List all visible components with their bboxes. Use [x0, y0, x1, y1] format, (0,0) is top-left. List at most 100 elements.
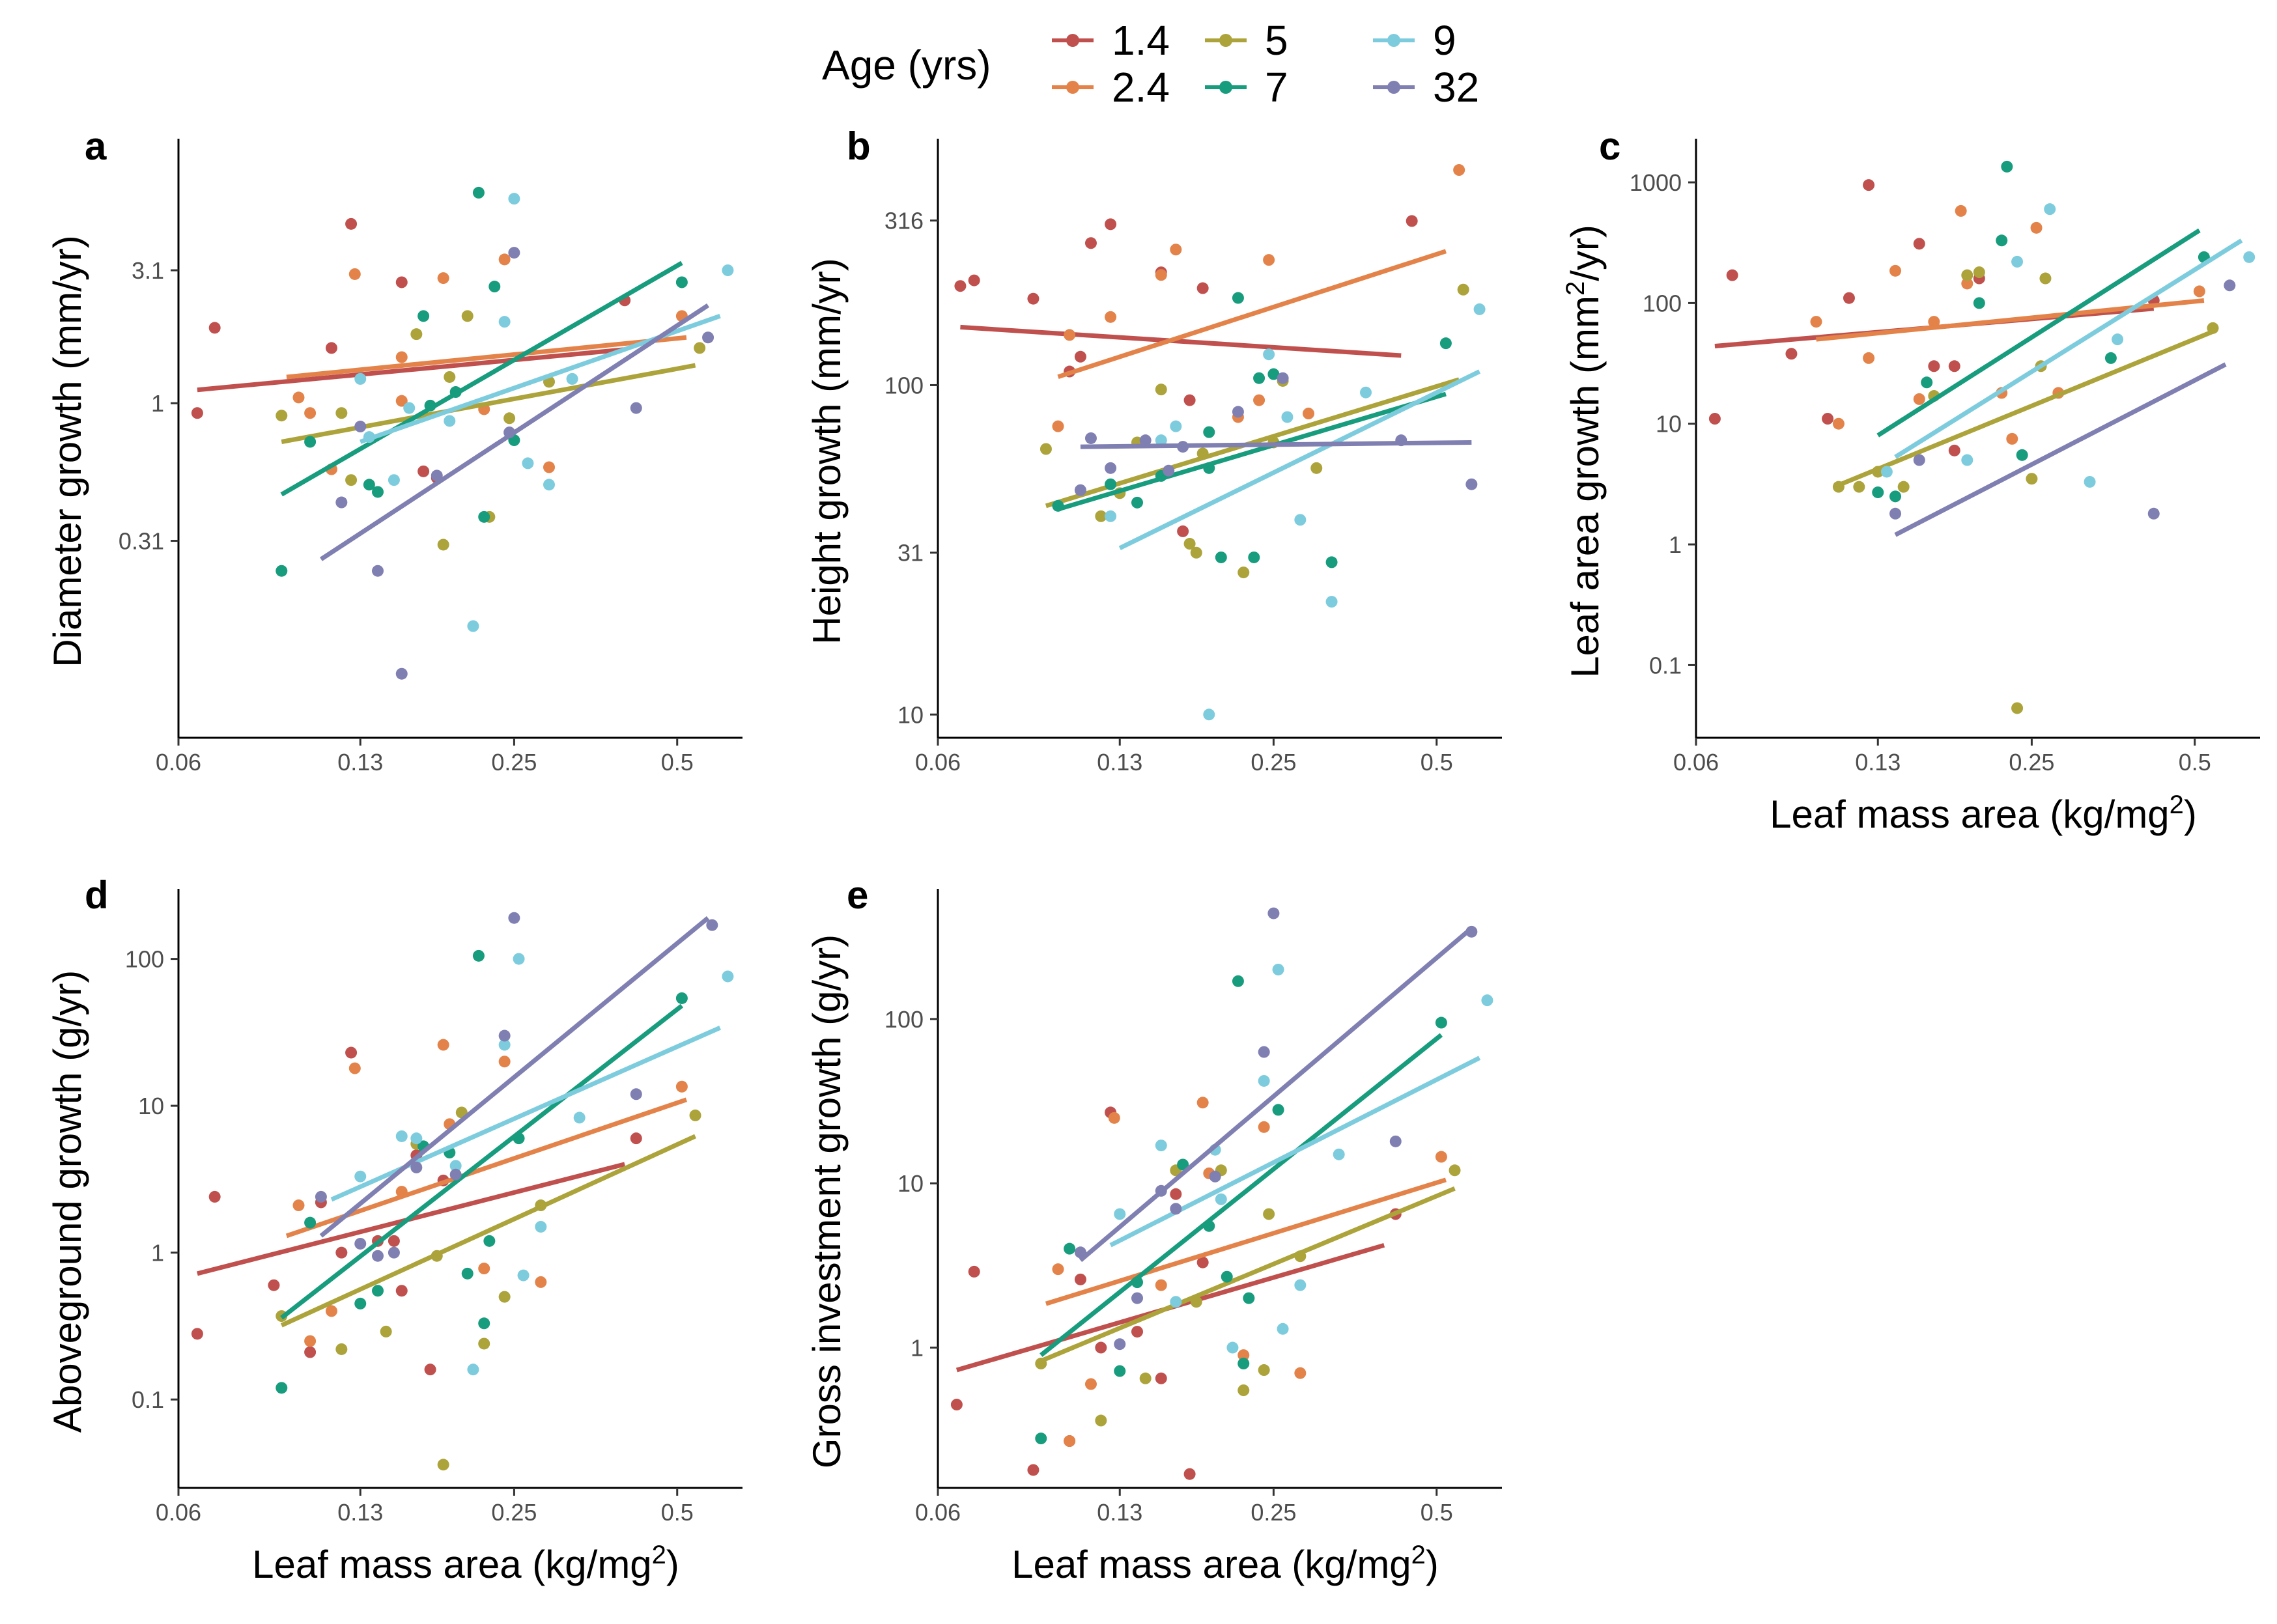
y-tick-label-316: 316: [884, 208, 924, 234]
data-point: [1105, 311, 1117, 323]
y-tick-label-100: 100: [884, 372, 924, 399]
series-0: [950, 1106, 1402, 1480]
data-point: [1170, 1188, 1182, 1200]
data-point: [1843, 292, 1855, 304]
data-point: [1027, 292, 1040, 305]
fit-line: [280, 1003, 684, 1320]
data-point: [1064, 1435, 1076, 1448]
data-point: [1726, 269, 1738, 281]
series-3: [1035, 975, 1447, 1445]
series-5: [1074, 372, 1478, 496]
x-tick-label-0-13: 0.13: [1097, 1499, 1142, 1526]
series-4: [1109, 963, 1493, 1354]
data-point: [1333, 1148, 1345, 1160]
legend-swatch-dot: [1066, 81, 1079, 94]
data-point: [1170, 244, 1182, 256]
data-point: [1832, 417, 1845, 430]
x-tick-label-0-25: 0.25: [1251, 1499, 1296, 1526]
data-point: [372, 565, 384, 577]
data-point: [403, 402, 416, 414]
data-point: [630, 1132, 642, 1145]
data-point: [410, 328, 423, 341]
data-point: [478, 1263, 490, 1275]
data-point: [325, 1305, 337, 1317]
series-5: [1889, 279, 2236, 537]
data-point: [1190, 546, 1202, 559]
data-point: [1183, 394, 1196, 406]
data-point: [1170, 420, 1182, 432]
data-point: [388, 474, 400, 486]
fit-line: [1040, 1186, 1456, 1364]
y-tick-label-100: 100: [1643, 290, 1682, 316]
data-point: [410, 1161, 423, 1173]
data-point: [1215, 551, 1227, 563]
y-axis-title: Height growth (mm/yr): [805, 258, 849, 644]
data-point: [1258, 1046, 1270, 1058]
data-point: [1114, 1365, 1126, 1377]
data-point: [431, 469, 443, 482]
data-point: [444, 371, 456, 383]
data-point: [1074, 350, 1086, 363]
data-point: [1177, 525, 1189, 537]
x-tick-label-0-5: 0.5: [2179, 749, 2211, 776]
data-point: [1406, 215, 1418, 227]
y-tick-label-0-1: 0.1: [132, 1386, 164, 1413]
fit-line: [960, 324, 1402, 358]
data-point: [1449, 1164, 1461, 1177]
data-point: [315, 1190, 327, 1203]
data-point: [1453, 164, 1465, 176]
series-0: [191, 217, 631, 484]
fit-line: [280, 1134, 696, 1328]
data-point: [1114, 1338, 1126, 1351]
data-point: [354, 1237, 367, 1250]
data-point: [689, 1109, 701, 1121]
x-tick-label-0-06: 0.06: [1673, 749, 1719, 776]
data-point: [1105, 510, 1117, 522]
data-point: [508, 247, 520, 259]
fit-line: [1109, 1056, 1481, 1248]
data-point: [1948, 360, 1960, 372]
data-point: [461, 1267, 474, 1280]
legend-item-7: 7: [1205, 64, 1288, 111]
y-axis-title: Leaf area growth (mm2/yr): [1561, 225, 1607, 678]
data-point: [1131, 1292, 1144, 1304]
y-tick-label-10: 10: [898, 1170, 924, 1197]
data-point: [388, 1235, 400, 1247]
legend-item-32: 32: [1373, 64, 1479, 111]
data-point: [1955, 204, 1967, 217]
data-point: [722, 970, 734, 983]
data-point: [1084, 432, 1097, 444]
series-1: [286, 253, 688, 475]
data-point: [2044, 203, 2056, 216]
data-point: [1183, 1468, 1196, 1480]
data-point: [478, 1337, 490, 1350]
data-point: [2011, 255, 2024, 268]
data-point: [417, 465, 430, 477]
data-point: [345, 1046, 358, 1059]
data-point: [1155, 384, 1167, 396]
data-point: [1889, 264, 1902, 277]
data-point: [1253, 372, 1266, 384]
data-point: [345, 217, 358, 230]
fit-line: [1894, 238, 2243, 459]
data-point: [2112, 333, 2124, 346]
data-point: [1064, 329, 1076, 341]
fit-line: [280, 260, 683, 497]
series-0: [954, 215, 1418, 537]
series-1: [1045, 1097, 1447, 1448]
data-point: [498, 1029, 511, 1042]
data-point: [1170, 1296, 1182, 1308]
data-point: [1310, 462, 1323, 474]
fit-line: [1057, 249, 1447, 379]
data-point: [1084, 237, 1097, 249]
data-point: [950, 1399, 963, 1411]
y-axis-title: Aboveground growth (g/yr): [46, 970, 89, 1433]
y-tick-label-10: 10: [138, 1093, 164, 1119]
data-point: [437, 539, 449, 551]
data-point: [968, 274, 980, 287]
y-axis-title: Gross investment growth (g/yr): [805, 934, 849, 1468]
data-point: [354, 372, 367, 385]
data-point: [508, 912, 520, 924]
data-point: [276, 410, 288, 422]
data-point: [2026, 473, 2038, 485]
